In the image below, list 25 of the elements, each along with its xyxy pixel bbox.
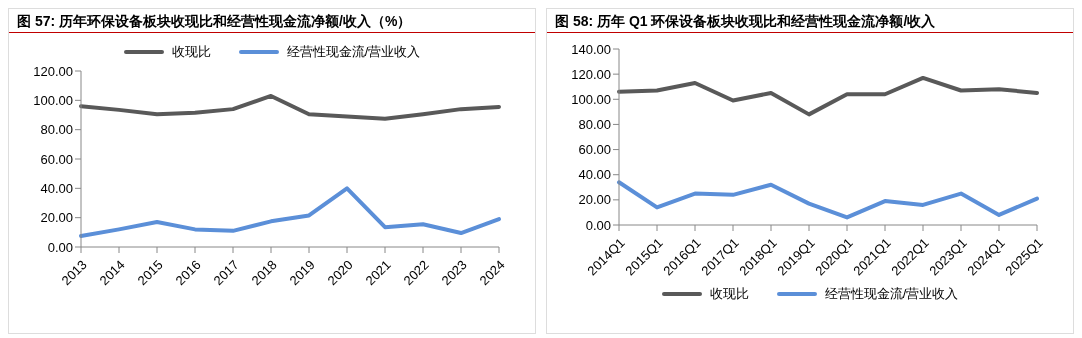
line-series [79,186,501,238]
legend-label: 收现比 [171,43,211,61]
y-tick-label: 40.00 [40,180,73,196]
y-tick-label: 60.00 [40,151,73,167]
chart-title: 图 58: 历年 Q1 环保设备板块收现比和经营性现金流净额/收入 [547,9,1073,33]
y-tick-label: 120.00 [571,66,611,82]
y-tick-label: 40.00 [578,167,611,183]
line-series [617,75,1039,117]
legend-label: 收现比 [709,285,749,303]
line-series [79,93,501,121]
y-tick-label: 60.00 [578,142,611,158]
y-tick-label: 140.00 [571,41,611,57]
y-tick-label: 0.00 [47,239,73,255]
y-tick-label: 100.00 [33,92,73,108]
y-tick-label: 100.00 [571,91,611,107]
y-tick-label: 20.00 [40,210,73,226]
legend-label: 经营性现金流/营业收入 [824,285,959,303]
chart-title: 图 57: 历年环保设备板块收现比和经营性现金流净额/收入（%） [9,9,535,33]
line-series [617,180,1039,220]
y-tick-label: 20.00 [578,192,611,208]
y-tick-label: 80.00 [40,122,73,138]
y-tick-label: 120.00 [33,63,73,79]
legend-label: 经营性现金流/营业收入 [286,43,421,61]
y-tick-label: 0.00 [585,217,611,233]
y-tick-label: 80.00 [578,117,611,133]
